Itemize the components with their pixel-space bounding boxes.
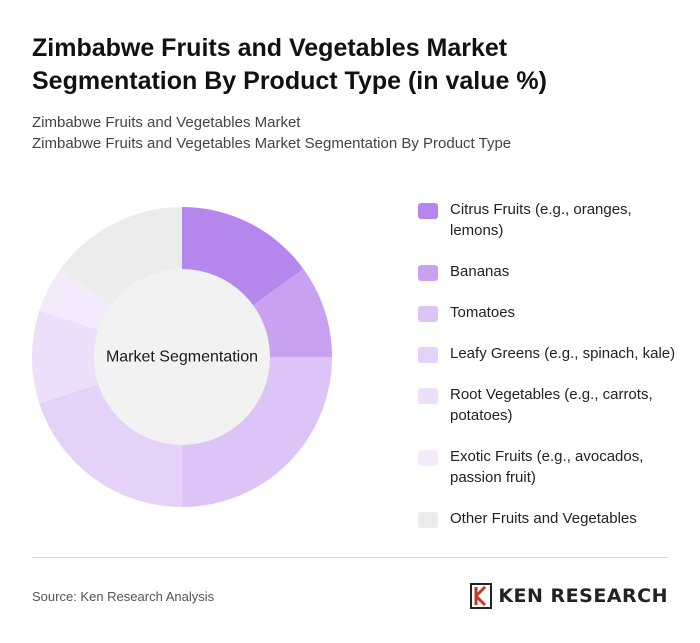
legend-item: Citrus Fruits (e.g., oranges, lemons) (418, 199, 688, 241)
legend-swatch (418, 347, 438, 363)
chart-title: Zimbabwe Fruits and Vegetables Market Se… (32, 34, 547, 95)
legend-item: Exotic Fruits (e.g., avocados, passion f… (418, 446, 688, 488)
legend-label: Other Fruits and Vegetables (450, 510, 637, 527)
donut-chart-svg: Market Segmentation (31, 207, 332, 507)
legend-item: Other Fruits and Vegetables (418, 508, 688, 529)
legend-swatch (418, 306, 438, 322)
ken-research-logo-icon (470, 583, 493, 609)
legend-swatch (418, 450, 438, 466)
legend-label: Root Vegetables (e.g., carrots, potatoes… (450, 386, 653, 424)
legend-swatch (418, 203, 438, 219)
chart-legend: Citrus Fruits (e.g., oranges, lemons) Ban… (418, 199, 688, 529)
source-note: Source: Ken Research Analysis (32, 589, 215, 604)
donut-chart: Market Segmentation (30, 205, 334, 509)
legend-item: Leafy Greens (e.g., spinach, kale) (418, 343, 688, 364)
subtitle-line-market: Zimbabwe Fruits and Vegetables Market (32, 114, 301, 131)
donut-center-label: Market Segmentation (106, 349, 258, 366)
legend-item: Bananas (418, 261, 688, 282)
legend-label: Tomatoes (450, 304, 516, 321)
legend-item: Tomatoes (418, 302, 688, 323)
legend-item: Root Vegetables (e.g., carrots, potatoes… (418, 384, 688, 426)
legend-label: Leafy Greens (e.g., spinach, kale) (450, 345, 676, 362)
legend-label: Citrus Fruits (e.g., oranges, lemons) (450, 201, 632, 239)
legend-label: Exotic Fruits (e.g., avocados, passion f… (450, 448, 644, 486)
donut-hole (94, 269, 270, 445)
chart-subtitle: Zimbabwe Fruits and Vegetables Market Zi… (32, 112, 672, 154)
legend-label: Bananas (450, 263, 510, 280)
brand-logo: KEN RESEARCH (470, 583, 668, 609)
legend-swatch (418, 265, 438, 281)
subtitle-line-segmentation: Zimbabwe Fruits and Vegetables Market Se… (32, 135, 512, 152)
footer-divider (32, 557, 668, 558)
legend-swatch (418, 512, 438, 528)
legend-swatch (418, 388, 438, 404)
brand-name: KEN RESEARCH (498, 585, 668, 607)
